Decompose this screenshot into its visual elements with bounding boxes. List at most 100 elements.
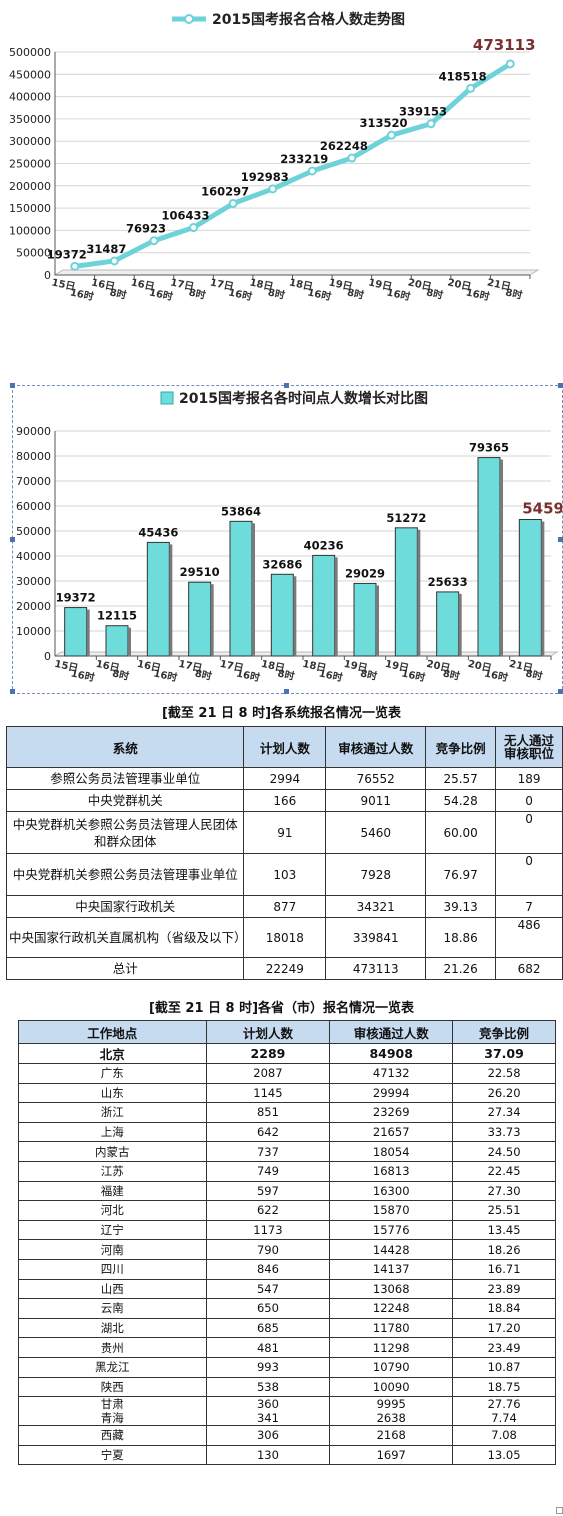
- table-cell: 473113: [325, 957, 427, 980]
- y-tick-label: 200000: [9, 180, 51, 193]
- spacer: [0, 335, 563, 380]
- data-label: 31487: [86, 242, 126, 256]
- resize-handle-mr[interactable]: [558, 537, 563, 542]
- table-cell: 877: [243, 895, 327, 918]
- bar: [353, 582, 377, 657]
- table-cell: 17.20: [452, 1317, 556, 1339]
- data-label: 45436: [138, 525, 178, 539]
- x-label-hour: 16时: [152, 667, 178, 685]
- table-cell: 11298: [329, 1337, 454, 1358]
- x-label-hour: 8时: [524, 667, 543, 683]
- table-cell: 山西: [18, 1278, 207, 1300]
- x-label-day: 18日: [260, 658, 286, 675]
- y-tick-label: 70000: [16, 475, 51, 488]
- y-tick-label: 0: [44, 650, 51, 663]
- bar-shadow: [128, 627, 131, 656]
- table-row: 中央党群机关参照公务员法管理人民团体和群众团体 91 5460 60.00 0: [5, 811, 563, 854]
- table-cell: 1697: [329, 1444, 454, 1466]
- table-cell: 贵州: [18, 1337, 207, 1358]
- resize-handle-tr[interactable]: [558, 383, 563, 388]
- table-cell: 13068: [329, 1278, 454, 1300]
- x-label-hour: 8时: [346, 286, 365, 302]
- table-cell: 12248: [329, 1298, 454, 1319]
- table-cell: 辽宁: [18, 1219, 207, 1241]
- y-tick-label: 50000: [16, 525, 51, 538]
- table-row: 上海 642 21657 33.73: [18, 1121, 556, 1143]
- line-chart-panel: 2015国考报名合格人数走势图 0 50000 100000 150000 200000 2…: [0, 0, 563, 335]
- x-label-day: 19日: [367, 276, 393, 293]
- x-label-day: 18日: [301, 658, 327, 675]
- resize-handle-bc[interactable]: [284, 689, 289, 694]
- table-cell: 中央党群机关参照公务员法管理事业单位: [5, 853, 245, 896]
- table-cell: 34321: [325, 895, 427, 918]
- table-cell: 15870: [329, 1200, 454, 1221]
- table-cell: 84908: [329, 1043, 454, 1064]
- resize-handle-br[interactable]: [558, 689, 563, 694]
- bar-shadow: [293, 576, 297, 656]
- table-cell: 宁夏: [18, 1444, 207, 1466]
- table-cell: 湖北: [18, 1317, 207, 1339]
- col-header-plan: 计划人数: [205, 1020, 331, 1044]
- table-row: 黑龙江 993 10790 10.87: [18, 1356, 556, 1378]
- table-row: 宁夏 130 1697 13.05: [18, 1444, 556, 1466]
- data-point: [228, 199, 238, 209]
- table-cell: 26.20: [452, 1082, 556, 1104]
- table-cell: 54.28: [425, 789, 497, 812]
- table-row: 江苏 749 16813 22.45: [18, 1160, 556, 1182]
- data-label: 76923: [126, 222, 166, 236]
- table-row: 参照公务员法管理事业单位 2994 76552 25.57 189: [5, 767, 563, 790]
- table-row: 西藏 306 2168 7.08: [18, 1425, 556, 1446]
- table-cell: 27.76: [452, 1396, 556, 1412]
- resize-handle-ml[interactable]: [10, 537, 15, 542]
- data-label: 160297: [201, 185, 249, 199]
- table-cell: 13.45: [452, 1219, 556, 1241]
- table-cell: 47132: [329, 1063, 454, 1084]
- chart-title: 2015国考报名各时间点人数增长对比图: [179, 390, 428, 407]
- y-tick-label: 80000: [16, 450, 51, 463]
- table-cell: 5460: [325, 811, 427, 854]
- data-label: 339153: [399, 105, 447, 119]
- data-point: [189, 223, 199, 233]
- table-cell: 山东: [18, 1082, 207, 1104]
- x-label-day: 17日: [177, 658, 203, 675]
- data-point: [70, 261, 80, 271]
- bar-shadow: [376, 585, 379, 656]
- x-label-hour: 8时: [108, 286, 127, 302]
- data-label: 19372: [47, 247, 87, 261]
- table-cell: 0: [495, 853, 563, 896]
- bar-shadow: [417, 529, 421, 656]
- x-label-day: 16日: [130, 276, 156, 293]
- table-row: 浙江 851 23269 27.34: [18, 1102, 556, 1123]
- x-label-hour: 8时: [442, 667, 461, 683]
- table-cell: 23269: [329, 1102, 454, 1123]
- table-cell: 11780: [329, 1317, 454, 1339]
- data-label: 40236: [304, 538, 344, 552]
- table-cell: 2289: [205, 1043, 331, 1064]
- x-label-day: 15日: [51, 276, 77, 293]
- system-table: 系统 计划人数 审核通过人数 竞争比例 无人通过审核职位 参照公务员法管理事业单…: [5, 726, 563, 980]
- y-tick-label: 90000: [16, 425, 51, 438]
- bar-chart-panel: 2015国考报名各时间点人数增长对比图 0 10000 20000 30000 40000…: [12, 385, 563, 694]
- series-line: [74, 61, 512, 269]
- y-tick-label: 500000: [9, 46, 51, 59]
- resize-handle-tl[interactable]: [10, 383, 15, 388]
- table-cell: 10090: [329, 1376, 454, 1398]
- table-cell: 23.89: [452, 1278, 556, 1300]
- data-label: 25633: [428, 575, 468, 589]
- table-cell: 37.09: [452, 1043, 556, 1064]
- table-row: 内蒙古 737 18054 24.50: [18, 1141, 556, 1162]
- table-cell: 2168: [329, 1425, 454, 1446]
- bar-shadow: [210, 584, 214, 656]
- bar: [394, 527, 418, 657]
- x-label-day: 15日: [53, 658, 79, 675]
- resize-handle-bl[interactable]: [10, 689, 15, 694]
- table-cell: 60.00: [425, 811, 497, 854]
- table-cell: 16813: [329, 1160, 454, 1182]
- resize-handle-tc[interactable]: [284, 383, 289, 388]
